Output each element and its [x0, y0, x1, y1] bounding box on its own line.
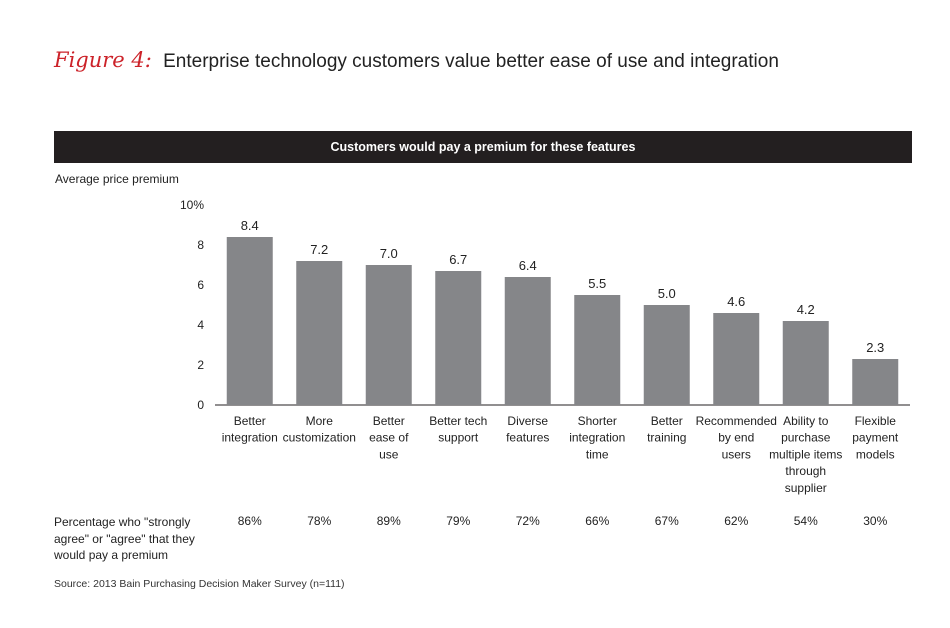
- bar-value-label: 6.4: [519, 258, 537, 273]
- x-category-label: Shorter integration time: [569, 414, 625, 461]
- chart-banner: Customers would pay a premium for these …: [54, 131, 912, 163]
- x-category-label: Recommended by end users: [696, 414, 777, 461]
- figure-title: Figure 4: Enterprise technology customer…: [54, 48, 779, 73]
- bar-value-label: 8.4: [241, 218, 259, 233]
- agree-percentage: 66%: [585, 514, 610, 528]
- x-category-label: Better tech support: [429, 414, 487, 445]
- y-tick-label: 0: [197, 398, 204, 412]
- bar: [782, 321, 829, 405]
- x-category-label: Ability to purchase multiple items through s…: [769, 414, 842, 495]
- bar: [713, 313, 760, 405]
- agree-percentage-row: 86% 78% 89% 79% 72% 66% 67% 62% 54% 30%: [0, 514, 950, 534]
- figure-title-text: Enterprise technology customers value be…: [163, 51, 779, 72]
- agree-percentage: 54%: [793, 514, 818, 528]
- y-tick-label: 10%: [180, 198, 204, 212]
- agree-percentage: 62%: [724, 514, 749, 528]
- agree-percentage: 30%: [863, 514, 888, 528]
- x-category-label: Better integration: [222, 414, 278, 445]
- y-axis-label: Average price premium: [55, 172, 179, 186]
- bar-value-label: 5.5: [588, 276, 606, 291]
- agree-percentage: 78%: [307, 514, 332, 528]
- agree-percentage: 89%: [376, 514, 401, 528]
- agree-row-label: Percentage who "strongly agree" or "agre…: [54, 515, 195, 562]
- agree-percentage: 86%: [237, 514, 262, 528]
- source-note: Source: 2013 Bain Purchasing Decision Ma…: [54, 578, 345, 590]
- bar-value-label: 2.3: [866, 340, 884, 355]
- bar-value-label: 5.0: [658, 286, 676, 301]
- bar-value-label: 4.6: [727, 294, 745, 309]
- bar: [435, 271, 482, 405]
- x-category-label: Diverse features: [506, 414, 549, 445]
- y-tick-label: 8: [197, 238, 204, 252]
- bar: [852, 359, 899, 405]
- bar: [226, 237, 273, 405]
- bar-value-label: 7.0: [380, 246, 398, 261]
- bar-value-label: 4.2: [797, 302, 815, 317]
- bar-value-label: 7.2: [310, 242, 328, 257]
- x-category-label: Better training: [647, 414, 686, 445]
- agree-percentage: 79%: [446, 514, 471, 528]
- x-category-label: More customization: [283, 414, 356, 445]
- x-category-label: Better ease of use: [369, 414, 409, 461]
- agree-percentage: 72%: [515, 514, 540, 528]
- y-tick-label: 6: [197, 278, 204, 292]
- bar: [643, 305, 690, 405]
- y-tick-label: 2: [197, 358, 204, 372]
- figure-label: Figure 4:: [54, 48, 152, 72]
- y-tick-label: 4: [197, 318, 204, 332]
- bar: [296, 261, 343, 405]
- bar: [365, 265, 412, 405]
- bar: [504, 277, 551, 405]
- bar: [574, 295, 621, 405]
- agree-percentage: 67%: [654, 514, 679, 528]
- bar-value-label: 6.7: [449, 252, 467, 267]
- x-category-label: Flexible payment models: [852, 414, 899, 461]
